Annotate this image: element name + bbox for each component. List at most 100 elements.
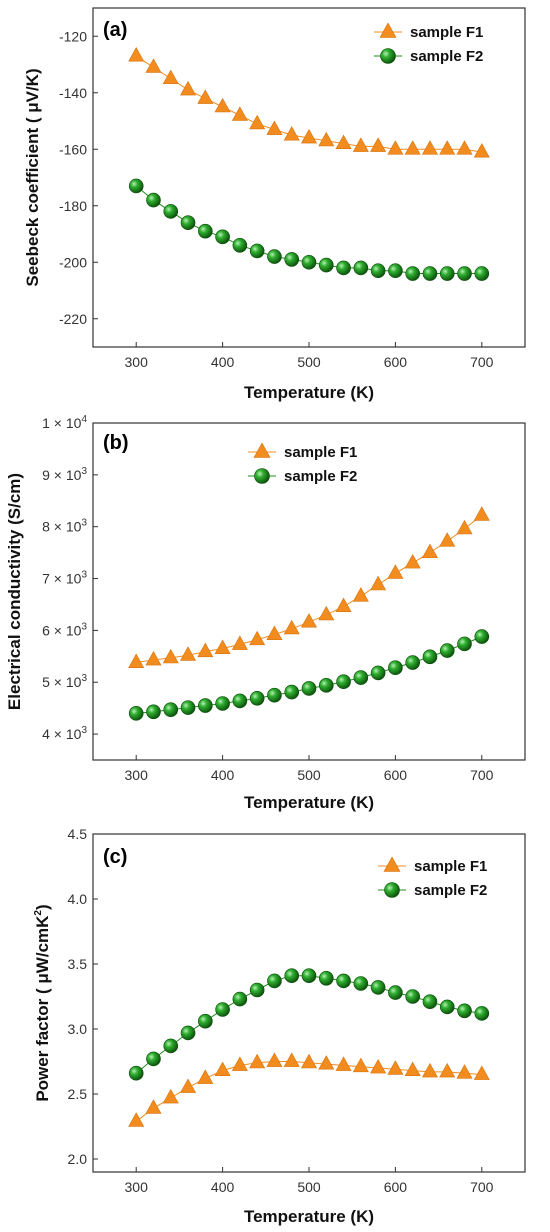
legend-label: sample F1	[410, 24, 483, 41]
data-point-f1	[180, 646, 197, 661]
data-point-f1	[456, 140, 473, 155]
data-point-f2	[457, 1003, 472, 1019]
x-tick-label: 500	[297, 767, 321, 783]
legend-marker-f1	[379, 22, 397, 38]
data-point-f2	[405, 655, 420, 670]
data-point-f2	[439, 266, 455, 281]
y-axis-title: Power factor ( μW/cmK2)	[33, 904, 52, 1101]
data-point-f2	[163, 204, 179, 219]
data-point-f1	[197, 89, 214, 104]
data-point-f1	[370, 1059, 387, 1074]
data-point-f2	[353, 260, 369, 276]
legend-marker-f2	[384, 882, 400, 898]
x-tick-label: 300	[125, 767, 149, 783]
data-point-f1	[404, 553, 421, 569]
data-point-f1	[439, 532, 456, 547]
y-tick-label: -220	[59, 311, 87, 327]
data-point-f1	[128, 653, 145, 668]
x-tick-label: 600	[384, 1179, 408, 1195]
data-point-f1	[300, 1053, 318, 1069]
data-point-f2	[336, 973, 351, 989]
data-point-f2	[215, 696, 230, 711]
data-point-f2	[146, 1051, 161, 1067]
legend-marker-f1	[383, 856, 401, 872]
data-point-f1	[145, 650, 162, 666]
data-point-f1	[404, 140, 421, 155]
data-point-f1	[439, 1062, 456, 1078]
y-tick-label: -200	[59, 254, 87, 270]
legend-marker-f2	[254, 468, 270, 484]
chart-panel-1: 300 400 500 600 700 -220 -200 -180 -160 -140 -120 (…	[23, 7, 526, 402]
y-tick-label: 2.5	[68, 1086, 88, 1102]
legend-label: sample F1	[414, 858, 487, 875]
data-point-f2	[439, 643, 455, 658]
data-point-f1	[335, 1056, 352, 1071]
data-point-f1	[283, 1052, 300, 1067]
data-point-f2	[180, 215, 196, 230]
y-axis-title: Electrical conductivity (S/cm)	[5, 473, 24, 710]
data-point-f1	[266, 625, 283, 640]
data-point-f1	[283, 126, 300, 141]
x-tick-label: 400	[211, 354, 235, 370]
y-tick-label: 3.0	[68, 1021, 88, 1037]
chart-panel-2: 300 400 500 600 700 4 × 103 5 × 103 6 × 103 7 × …	[5, 414, 526, 812]
data-point-f1	[421, 140, 438, 155]
y-tick-label: 4.5	[68, 826, 88, 842]
data-point-f2	[336, 260, 351, 276]
data-point-f1	[456, 519, 473, 535]
data-point-f1	[421, 543, 438, 559]
data-point-f2	[336, 674, 351, 690]
y-tick-label: 5 × 103	[42, 673, 87, 690]
data-point-f1	[300, 613, 318, 628]
data-point-f2	[388, 985, 403, 1000]
x-tick-label: 700	[470, 354, 494, 370]
data-point-f2	[128, 1065, 144, 1081]
panel-label: (b)	[103, 432, 129, 454]
data-point-f1	[180, 1078, 197, 1093]
panel-label: (c)	[103, 846, 127, 868]
data-point-f2	[301, 968, 317, 984]
data-point-f1	[473, 1065, 490, 1080]
data-point-f2	[198, 698, 213, 713]
data-point-f2	[405, 266, 420, 281]
data-point-f1	[370, 575, 387, 591]
y-tick-label: -120	[59, 28, 87, 44]
data-point-f2	[198, 223, 213, 239]
data-point-f1	[318, 605, 335, 621]
data-point-f2	[215, 1002, 230, 1017]
data-point-f1	[249, 114, 266, 130]
data-point-f2	[180, 700, 196, 715]
data-point-f1	[162, 1088, 179, 1104]
data-point-f2	[232, 991, 248, 1007]
data-point-f1	[128, 47, 145, 62]
data-point-f2	[267, 687, 282, 703]
data-point-f2	[422, 994, 438, 1010]
data-point-f2	[267, 973, 282, 989]
data-point-f2	[128, 178, 144, 194]
data-point-f2	[370, 263, 386, 279]
y-axis-title: Seebeck coefficient ( μV/K)	[23, 68, 42, 286]
data-point-f1	[370, 137, 387, 152]
data-point-f1	[197, 642, 214, 658]
data-point-f1	[145, 58, 162, 73]
data-point-f2	[318, 970, 334, 986]
data-point-f2	[284, 684, 300, 700]
data-point-f1	[180, 80, 197, 96]
x-tick-label: 700	[470, 1179, 494, 1195]
x-tick-label: 600	[384, 354, 408, 370]
data-point-f1	[352, 1057, 369, 1073]
y-tick-label: 4 × 103	[42, 725, 87, 742]
data-point-f1	[421, 1062, 438, 1078]
y-tick-label: 8 × 103	[42, 518, 87, 535]
data-point-f1	[473, 506, 490, 521]
y-tick-label: 9 × 103	[42, 466, 87, 483]
data-point-f1	[283, 619, 300, 635]
data-point-f2	[163, 702, 179, 718]
data-point-f1	[214, 639, 231, 654]
x-tick-label: 500	[297, 354, 321, 370]
x-tick-label: 500	[297, 1179, 321, 1195]
data-point-f2	[163, 1038, 179, 1054]
y-tick-label: 7 × 103	[42, 570, 87, 587]
data-point-f2	[249, 691, 265, 706]
x-axis-title: Temperature (K)	[244, 1207, 374, 1226]
